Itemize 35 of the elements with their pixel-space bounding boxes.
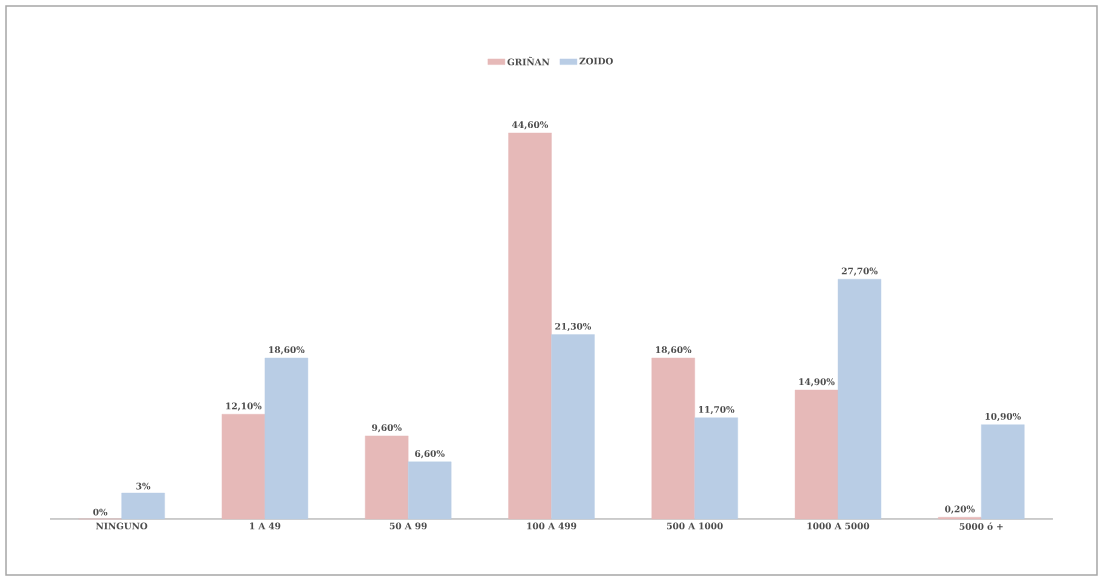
data-label: 14,90%	[799, 378, 835, 387]
bar	[221, 414, 266, 520]
data-label: 12,10%	[226, 402, 262, 411]
x-tick-label: 100 A 499	[527, 522, 577, 530]
bar	[837, 279, 882, 520]
data-label: 0,20%	[945, 505, 975, 514]
x-tick-label: 50 A 99	[389, 522, 427, 530]
bar	[651, 357, 695, 520]
x-tick-label: 1000 A 5000	[807, 522, 870, 530]
x-tick-label: 500 A 1000	[667, 522, 723, 530]
bar	[121, 492, 165, 520]
x-tick-label: 5000 ó +	[959, 522, 1003, 530]
data-label: 44,60%	[512, 121, 549, 130]
data-label: 3%	[136, 482, 151, 490]
data-label: 11,70%	[699, 406, 735, 415]
bar	[981, 424, 1025, 520]
bar	[264, 357, 309, 520]
x-tick-label: 1 A 49	[250, 522, 281, 530]
data-label: 27,70%	[841, 267, 878, 276]
bar	[694, 417, 738, 520]
bar	[551, 334, 595, 520]
legend-label: ZOIDO	[579, 57, 613, 65]
data-label: 18,60%	[656, 346, 692, 355]
x-tick-label: NINGUNO	[96, 522, 148, 530]
data-label: 18,60%	[269, 346, 305, 355]
bar	[508, 132, 552, 520]
bar	[408, 461, 452, 520]
bar	[365, 435, 409, 520]
data-label: 9,60%	[372, 424, 402, 433]
data-label: 6,60%	[415, 450, 445, 459]
data-label: 21,30%	[555, 322, 592, 332]
legend-label: GRIÑAN	[507, 56, 550, 66]
bar	[794, 389, 839, 520]
data-label: 10,90%	[985, 412, 1021, 422]
data-label: 0%	[93, 508, 108, 516]
